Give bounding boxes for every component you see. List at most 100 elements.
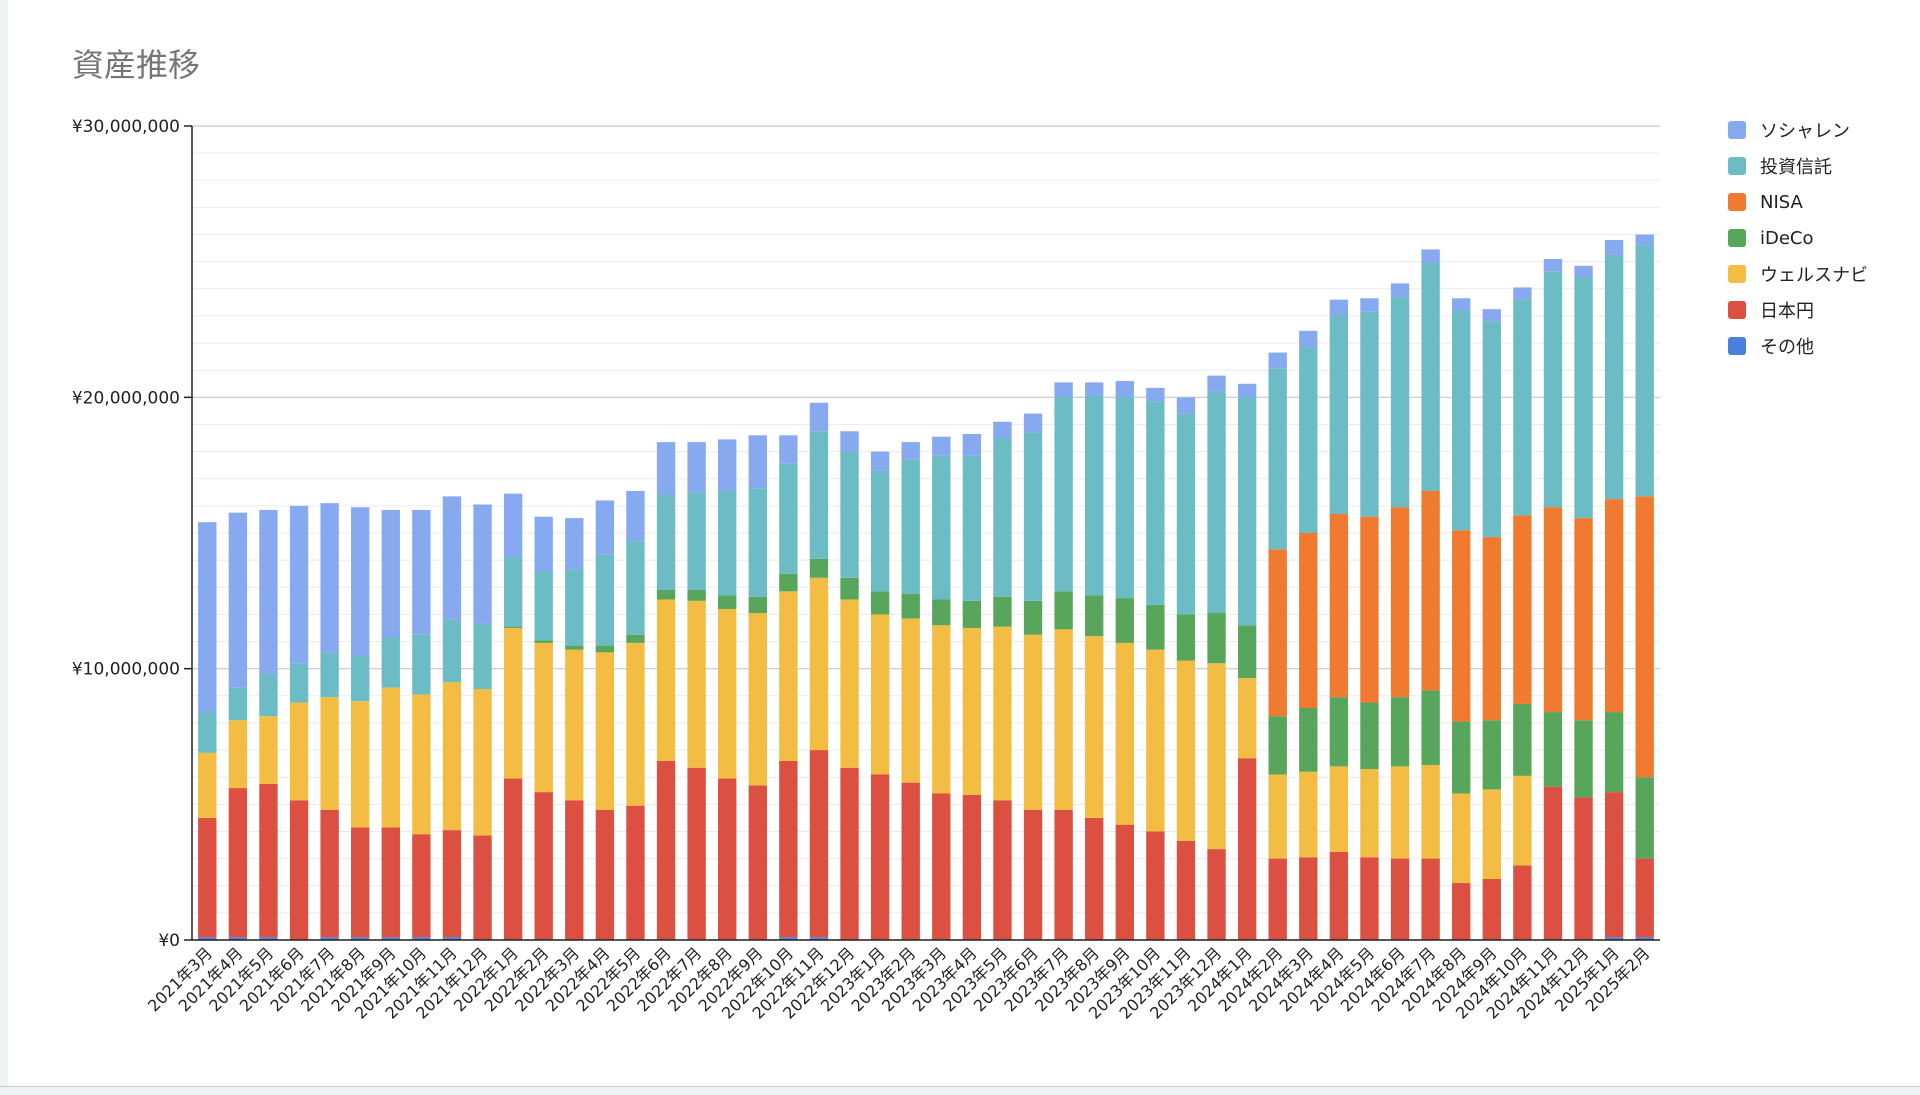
chart-card[interactable]: 資産推移 ¥0 ¥10,000,000 ¥20,000,000 ¥30,000,000… xyxy=(8,0,1920,1086)
bar-segment[interactable] xyxy=(779,591,798,761)
bar-segment[interactable] xyxy=(1574,797,1593,940)
bar-segment[interactable] xyxy=(1421,249,1440,264)
bar-segment[interactable] xyxy=(1085,595,1104,637)
bar-segment[interactable] xyxy=(1329,766,1349,852)
bar-segment[interactable] xyxy=(1237,383,1257,398)
bar-segment[interactable] xyxy=(809,402,829,432)
bar-segment[interactable] xyxy=(1604,239,1624,255)
bar-segment[interactable] xyxy=(1574,518,1593,721)
bar-segment[interactable] xyxy=(1482,537,1501,721)
bar-segment[interactable] xyxy=(1237,678,1257,759)
bar-segment[interactable] xyxy=(1574,265,1593,278)
bar-segment[interactable] xyxy=(1543,712,1563,787)
bar-segment[interactable] xyxy=(320,937,339,940)
bar-segment[interactable] xyxy=(595,809,615,940)
bar-segment[interactable] xyxy=(412,834,431,938)
bar-segment[interactable] xyxy=(1207,613,1226,664)
bar-segment[interactable] xyxy=(1207,391,1226,614)
bar-segment[interactable] xyxy=(565,569,584,646)
bar-segment[interactable] xyxy=(870,591,890,615)
bar-segment[interactable] xyxy=(840,767,859,940)
bar-segment[interactable] xyxy=(779,463,798,574)
bar-segment[interactable] xyxy=(473,835,492,940)
bar-segment[interactable] xyxy=(228,720,248,789)
bar-segment[interactable] xyxy=(351,507,370,657)
bar-segment[interactable] xyxy=(1299,857,1318,940)
bar-segment[interactable] xyxy=(1268,774,1287,859)
bar-segment[interactable] xyxy=(993,421,1012,439)
bar-segment[interactable] xyxy=(503,493,523,558)
bar-segment[interactable] xyxy=(259,716,278,784)
bar-segment[interactable] xyxy=(962,433,982,456)
bar-segment[interactable] xyxy=(809,431,829,559)
bar-segment[interactable] xyxy=(228,788,248,938)
bar-segment[interactable] xyxy=(1635,777,1654,859)
legend-item[interactable]: iDeCo xyxy=(1728,220,1868,256)
bar-segment[interactable] xyxy=(1452,298,1471,311)
bar-segment[interactable] xyxy=(748,596,767,614)
bar-segment[interactable] xyxy=(687,589,706,601)
bar-segment[interactable] xyxy=(351,937,370,940)
bar-segment[interactable] xyxy=(1390,766,1410,859)
bar-segment[interactable] xyxy=(993,800,1012,940)
bar-segment[interactable] xyxy=(1390,296,1410,508)
bar-segment[interactable] xyxy=(1513,299,1532,516)
bar-segment[interactable] xyxy=(1421,263,1440,491)
bar-segment[interactable] xyxy=(1329,697,1349,767)
bar-segment[interactable] xyxy=(718,595,737,609)
bar-segment[interactable] xyxy=(962,794,982,940)
bar-segment[interactable] xyxy=(1421,490,1440,691)
bar-segment[interactable] xyxy=(503,627,523,779)
bar-segment[interactable] xyxy=(1452,530,1471,722)
bar-segment[interactable] xyxy=(1604,792,1624,938)
bar-segment[interactable] xyxy=(565,649,584,801)
bar-segment[interactable] xyxy=(1237,625,1257,679)
bar-segment[interactable] xyxy=(1085,395,1104,596)
bar-segment[interactable] xyxy=(1543,507,1563,713)
bar-segment[interactable] xyxy=(473,623,492,690)
bar-segment[interactable] xyxy=(687,492,706,590)
bar-segment[interactable] xyxy=(1604,712,1624,793)
bar-segment[interactable] xyxy=(1207,375,1226,392)
bar-segment[interactable] xyxy=(1054,397,1073,592)
bar-segment[interactable] xyxy=(1513,775,1532,866)
legend-item[interactable]: 日本円 xyxy=(1728,292,1868,328)
bar-segment[interactable] xyxy=(901,459,920,595)
bar-segment[interactable] xyxy=(289,800,309,940)
bar-segment[interactable] xyxy=(626,805,645,940)
legend-item[interactable]: ソシャレン xyxy=(1728,112,1868,148)
bar-segment[interactable] xyxy=(748,435,767,489)
bar-segment[interactable] xyxy=(320,697,339,810)
bar-segment[interactable] xyxy=(1268,716,1287,775)
bar-segment[interactable] xyxy=(228,687,248,721)
bar-segment[interactable] xyxy=(1482,789,1501,879)
bar-segment[interactable] xyxy=(1635,245,1654,497)
bar-segment[interactable] xyxy=(1085,382,1104,396)
bar-segment[interactable] xyxy=(656,495,676,590)
bar-segment[interactable] xyxy=(626,634,645,643)
bar-segment[interactable] xyxy=(656,442,676,496)
bar-segment[interactable] xyxy=(1452,883,1471,940)
bar-segment[interactable] xyxy=(870,774,890,940)
bar-segment[interactable] xyxy=(228,512,248,688)
bar-segment[interactable] xyxy=(1390,507,1410,698)
bar-segment[interactable] xyxy=(1482,878,1501,940)
bar-segment[interactable] xyxy=(412,694,431,835)
bar-segment[interactable] xyxy=(1329,299,1349,316)
bar-segment[interactable] xyxy=(289,702,309,801)
bar-segment[interactable] xyxy=(442,937,462,940)
bar-segment[interactable] xyxy=(1299,533,1318,709)
bar-segment[interactable] xyxy=(1207,849,1226,940)
bar-segment[interactable] xyxy=(198,522,217,713)
bar-segment[interactable] xyxy=(1176,660,1196,841)
bar-segment[interactable] xyxy=(1115,381,1134,398)
bar-segment[interactable] xyxy=(442,682,462,831)
bar-segment[interactable] xyxy=(687,767,706,940)
bar-segment[interactable] xyxy=(534,516,553,571)
bar-segment[interactable] xyxy=(1543,786,1563,940)
bar-segment[interactable] xyxy=(1085,636,1104,818)
bar-segment[interactable] xyxy=(320,809,339,938)
bar-segment[interactable] xyxy=(840,599,859,768)
bar-segment[interactable] xyxy=(1482,321,1501,538)
bar-segment[interactable] xyxy=(1115,598,1134,643)
